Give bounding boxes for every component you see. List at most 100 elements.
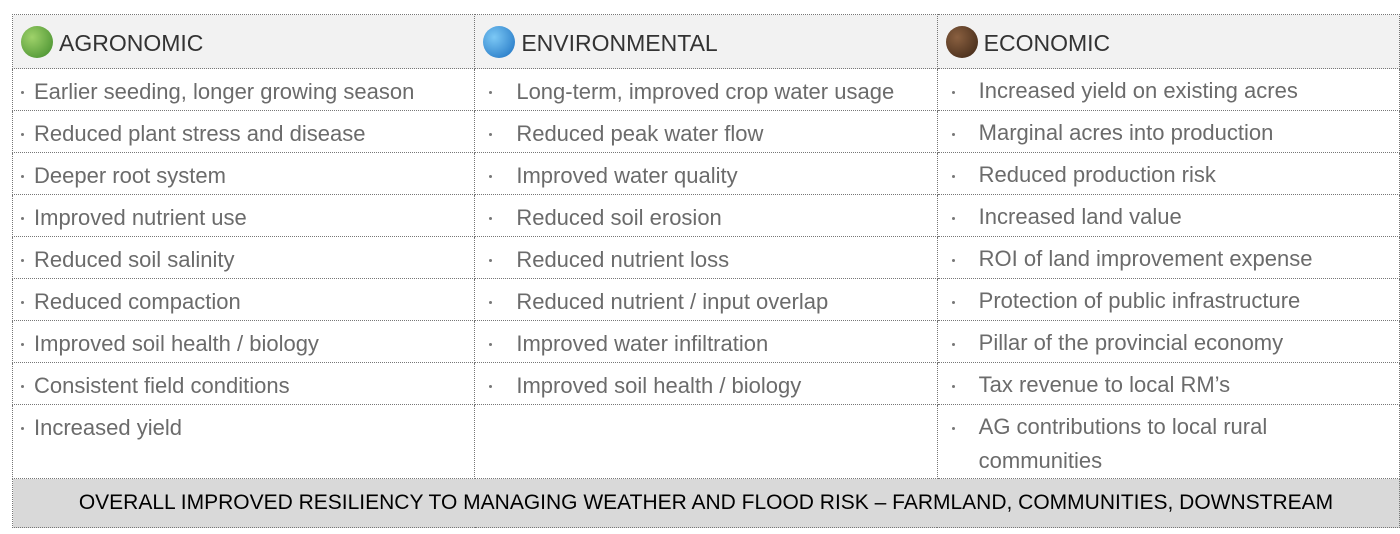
bullet xyxy=(952,175,955,178)
bullet xyxy=(489,343,492,346)
cell-text: Long-term, improved crop water usage xyxy=(516,79,894,104)
body-cell: Deeper root system xyxy=(13,153,475,195)
body-cell: Improved water quality xyxy=(475,153,937,195)
bullet xyxy=(952,385,955,388)
bullet xyxy=(489,259,492,262)
body-cell: Improved soil health / biology xyxy=(475,363,937,405)
cell-text: Reduced nutrient / input overlap xyxy=(516,289,828,314)
cell-text: Pillar of the provincial economy xyxy=(979,326,1349,360)
page: {"table": { "headers": ["AGRONOMIC", "EN… xyxy=(0,0,1400,534)
header-cell: ENVIRONMENTAL xyxy=(475,15,937,69)
body-cell: Increased land value xyxy=(937,195,1399,237)
body-cell: Marginal acres into production xyxy=(937,111,1399,153)
body-cell: Increased yield xyxy=(13,405,475,479)
bullet xyxy=(489,175,492,178)
cell-text: Marginal acres into production xyxy=(979,116,1349,150)
body-cell: Protection of public infrastructure xyxy=(937,279,1399,321)
bullet xyxy=(489,91,492,94)
bullet xyxy=(21,91,24,94)
bullet xyxy=(952,343,955,346)
body-cell: Reduced soil erosion xyxy=(475,195,937,237)
bullet xyxy=(952,301,955,304)
bullet xyxy=(21,259,24,262)
bullet xyxy=(21,427,24,430)
body-cell: Improved soil health / biology xyxy=(13,321,475,363)
header-text: ECONOMIC xyxy=(984,29,1111,55)
body-cell: Reduced soil salinity xyxy=(13,237,475,279)
header-text: ENVIRONMENTAL xyxy=(521,29,717,55)
header-cell: ECONOMIC xyxy=(937,15,1399,69)
cell-text: Earlier seeding, longer growing season xyxy=(34,79,414,104)
cell-text: Reduced plant stress and disease xyxy=(34,121,365,146)
header-cell: AGRONOMIC xyxy=(13,15,475,69)
cell-text: Improved soil health / biology xyxy=(516,373,801,398)
cell-text: Deeper root system xyxy=(34,163,226,188)
body-cell: Increased yield on existing acres xyxy=(937,69,1399,111)
body-row: Earlier seeding, longer growing season Lo… xyxy=(13,69,1400,111)
header-text: AGRONOMIC xyxy=(59,29,203,55)
bullet xyxy=(952,133,955,136)
cell-text: Reduced soil erosion xyxy=(516,205,721,230)
body-row: Improved soil health / biology Improved w… xyxy=(13,321,1400,363)
bullet xyxy=(21,301,24,304)
bullet xyxy=(21,343,24,346)
bullet xyxy=(489,301,492,304)
cell-text: Protection of public infrastructure xyxy=(979,284,1349,318)
bullet xyxy=(21,385,24,388)
body-cell: Earlier seeding, longer growing season xyxy=(13,69,475,111)
body-cell: Consistent field conditions xyxy=(13,363,475,405)
cell-text: Improved soil health / biology xyxy=(34,331,319,356)
cell-text: Consistent field conditions xyxy=(34,373,290,398)
bullet xyxy=(489,217,492,220)
body-cell: Reduced nutrient loss xyxy=(475,237,937,279)
bullet xyxy=(21,175,24,178)
table-container: AGRONOMIC ENVIRONMENTAL ECONOMIC Earlier se… xyxy=(12,14,1400,528)
cell-text: ROI of land improvement expense xyxy=(979,242,1349,276)
cell-text: Improved water infiltration xyxy=(516,331,768,356)
body-row: Reduced compaction Reduced nutrient / inp… xyxy=(13,279,1400,321)
body-row: Reduced soil salinity Reduced nutrient lo… xyxy=(13,237,1400,279)
footer-text: OVERALL IMPROVED RESILIENCY TO MANAGING … xyxy=(79,491,1333,514)
body-cell: Reduced plant stress and disease xyxy=(13,111,475,153)
body-row: Improved nutrient use Reduced soil erosio… xyxy=(13,195,1400,237)
bullet xyxy=(952,217,955,220)
body-cell: Reduced peak water flow xyxy=(475,111,937,153)
cell-text: Reduced soil salinity xyxy=(34,247,235,272)
cell-text: Reduced production risk xyxy=(979,158,1349,192)
cell-text: Improved water quality xyxy=(516,163,737,188)
header-row: AGRONOMIC ENVIRONMENTAL ECONOMIC xyxy=(13,15,1400,69)
body-row: Deeper root system Improved water quality… xyxy=(13,153,1400,195)
bullet xyxy=(489,385,492,388)
body-row: Reduced plant stress and disease Reduced … xyxy=(13,111,1400,153)
bullet xyxy=(489,133,492,136)
header-icon xyxy=(946,26,978,58)
footer-cell: OVERALL IMPROVED RESILIENCY TO MANAGING … xyxy=(13,479,1400,528)
bullet xyxy=(952,259,955,262)
cell-text: Improved nutrient use xyxy=(34,205,247,230)
body-cell: Reduced production risk xyxy=(937,153,1399,195)
body-cell: ROI of land improvement expense xyxy=(937,237,1399,279)
header-icon xyxy=(483,26,515,58)
cell-text: Increased land value xyxy=(979,200,1349,234)
body-cell: Improved water infiltration xyxy=(475,321,937,363)
benefits-table: AGRONOMIC ENVIRONMENTAL ECONOMIC Earlier se… xyxy=(12,14,1400,528)
body-cell: AG contributions to local rural communit… xyxy=(937,405,1399,479)
bullet xyxy=(952,91,955,94)
cell-text: Reduced peak water flow xyxy=(516,121,763,146)
cell-text: Tax revenue to local RM’s xyxy=(979,368,1349,402)
body-cell: Long-term, improved crop water usage xyxy=(475,69,937,111)
body-cell: Improved nutrient use xyxy=(13,195,475,237)
body-cell: Pillar of the provincial economy xyxy=(937,321,1399,363)
body-cell: Tax revenue to local RM’s xyxy=(937,363,1399,405)
body-row: Consistent field conditions Improved soil… xyxy=(13,363,1400,405)
bullet xyxy=(21,217,24,220)
bullet xyxy=(952,427,955,430)
cell-text: Increased yield xyxy=(34,415,182,440)
cell-text: Reduced nutrient loss xyxy=(516,247,729,272)
body-cell: Reduced compaction xyxy=(13,279,475,321)
footer-row: OVERALL IMPROVED RESILIENCY TO MANAGING … xyxy=(13,479,1400,528)
cell-text: Reduced compaction xyxy=(34,289,241,314)
bullet xyxy=(21,133,24,136)
body-row: Increased yield AG contributions to local… xyxy=(13,405,1400,479)
header-icon xyxy=(21,26,53,58)
